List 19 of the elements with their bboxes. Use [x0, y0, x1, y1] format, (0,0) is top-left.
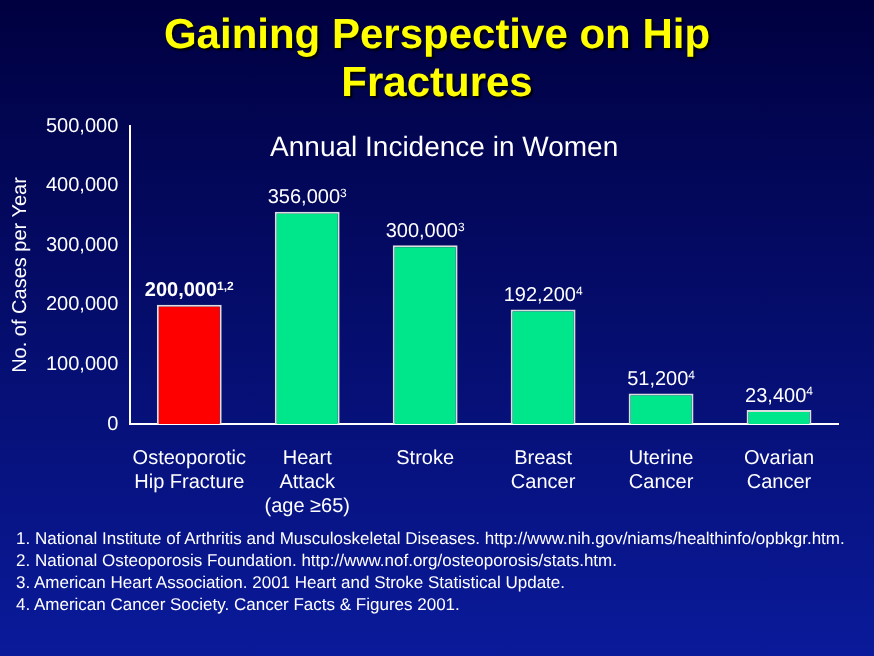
y-tick-label: 300,000 — [45, 234, 120, 257]
x-tick-label: Heart Attack (age ≥65) — [264, 447, 350, 518]
y-tick-label: 400,000 — [45, 175, 120, 198]
x-tick-label: Uterine Cancer — [628, 447, 695, 494]
y-tick-label: 100,000 — [45, 353, 120, 376]
text: 2. National Osteoporosis Foundation. http://www.nof.org/osteoporosis/stats.htm. — [16, 550, 619, 572]
x-tick-label: Breast Cancer — [510, 447, 577, 494]
text: 1. National Institute of Arthritis and Musculoskeletal Diseases. http://www.nih.gov/niams/healthinfo/opbkgr.htm. — [16, 528, 847, 550]
x-tick-label: Osteoporotic Hip Fracture — [132, 447, 246, 494]
text: 3. American Heart Association. 2001 Heart and Stroke Statistical Update. — [16, 572, 568, 594]
chart-title: Gaining Perspective on Hip Fractures — [161, 10, 713, 108]
y-tick-label: 200,000 — [45, 294, 120, 317]
x-tick-label: Ovarian Cancer — [744, 447, 815, 494]
y-tick-label: 0 — [107, 413, 120, 436]
x-tick-label: Stroke — [396, 447, 455, 470]
y-tick-label: 500,000 — [45, 115, 120, 138]
text: 4. American Cancer Society. Cancer Facts & Figures 2001. — [16, 594, 462, 616]
chart-subtitle: Annual Incidence in Women — [270, 129, 619, 162]
y-axis-title: No. of Cases per Year — [9, 175, 32, 373]
